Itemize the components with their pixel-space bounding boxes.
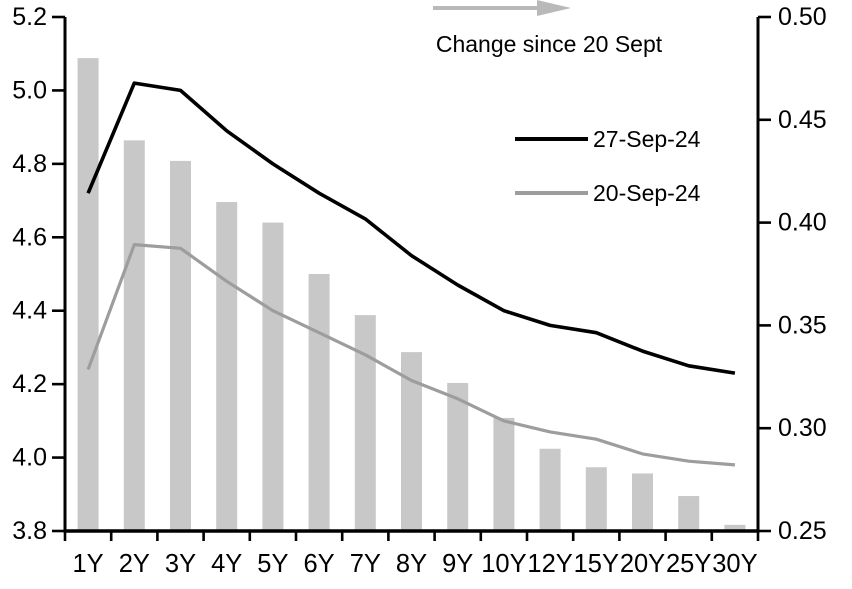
bar-3Y [170,160,191,532]
x-label-9Y: 9Y [442,550,473,578]
x-label-12Y: 12Y [527,550,572,578]
right-tick-label: 0.35 [778,311,827,339]
line-20-Sep-24 [86,243,736,467]
x-label-30Y: 30Y [712,550,757,578]
right-tick-label: 0.30 [778,414,827,442]
bar-5Y [262,222,284,531]
legend-item-27-sep: 27-Sep-24 [515,126,700,152]
left-tick-label: 4.0 [12,444,47,472]
bar-1Y [77,58,99,532]
line-swatch-gray [515,191,588,195]
left-tick-label: 5.0 [12,76,47,104]
x-label-2Y: 2Y [119,550,150,578]
bar-2Y [123,140,145,532]
bar-8Y [401,352,422,531]
right-tick-label: 0.40 [778,209,827,237]
legend-annotation: Change since 20 Sept [435,31,663,57]
bar-30Y [724,524,746,531]
x-label-5Y: 5Y [257,550,288,578]
right-tick-label: 0.50 [778,3,827,31]
x-label-7Y: 7Y [350,550,381,578]
bar-20Y [632,473,653,531]
x-label-8Y: 8Y [396,550,427,578]
x-label-15Y: 15Y [574,550,619,578]
x-label-20Y: 20Y [620,550,665,578]
x-label-6Y: 6Y [303,550,334,578]
x-label-25Y: 25Y [666,550,711,578]
bar-15Y [585,467,607,531]
change-arrow-icon [433,0,571,16]
line-swatch-black [515,137,588,141]
left-tick-label: 4.8 [12,150,47,178]
x-label-1Y: 1Y [72,550,103,578]
left-tick-label: 4.6 [12,223,47,251]
x-label-4Y: 4Y [211,550,242,578]
left-tick-label: 3.8 [12,517,47,545]
x-label-3Y: 3Y [165,550,196,578]
legend: Change since 20 Sept 27-Sep-24 20-Sep-24 [433,0,700,220]
legend-label: 20-Sep-24 [593,180,701,206]
bar-25Y [678,496,700,531]
left-tick-label: 4.2 [12,370,47,398]
line-27-Sep-24 [86,81,736,375]
bar-10Y [493,417,515,531]
left-tick-label: 5.2 [12,3,47,31]
bar-12Y [539,448,561,531]
bar-6Y [308,274,330,531]
x-label-10Y: 10Y [481,550,526,578]
legend-label: 27-Sep-24 [593,126,701,152]
left-tick-label: 4.4 [12,297,47,325]
bar-9Y [447,382,469,531]
right-tick-label: 0.45 [778,106,827,134]
legend-item-20-sep: 20-Sep-24 [515,180,700,206]
bar-4Y [216,202,238,532]
bar-7Y [354,315,376,531]
right-tick-label: 0.25 [778,517,827,545]
